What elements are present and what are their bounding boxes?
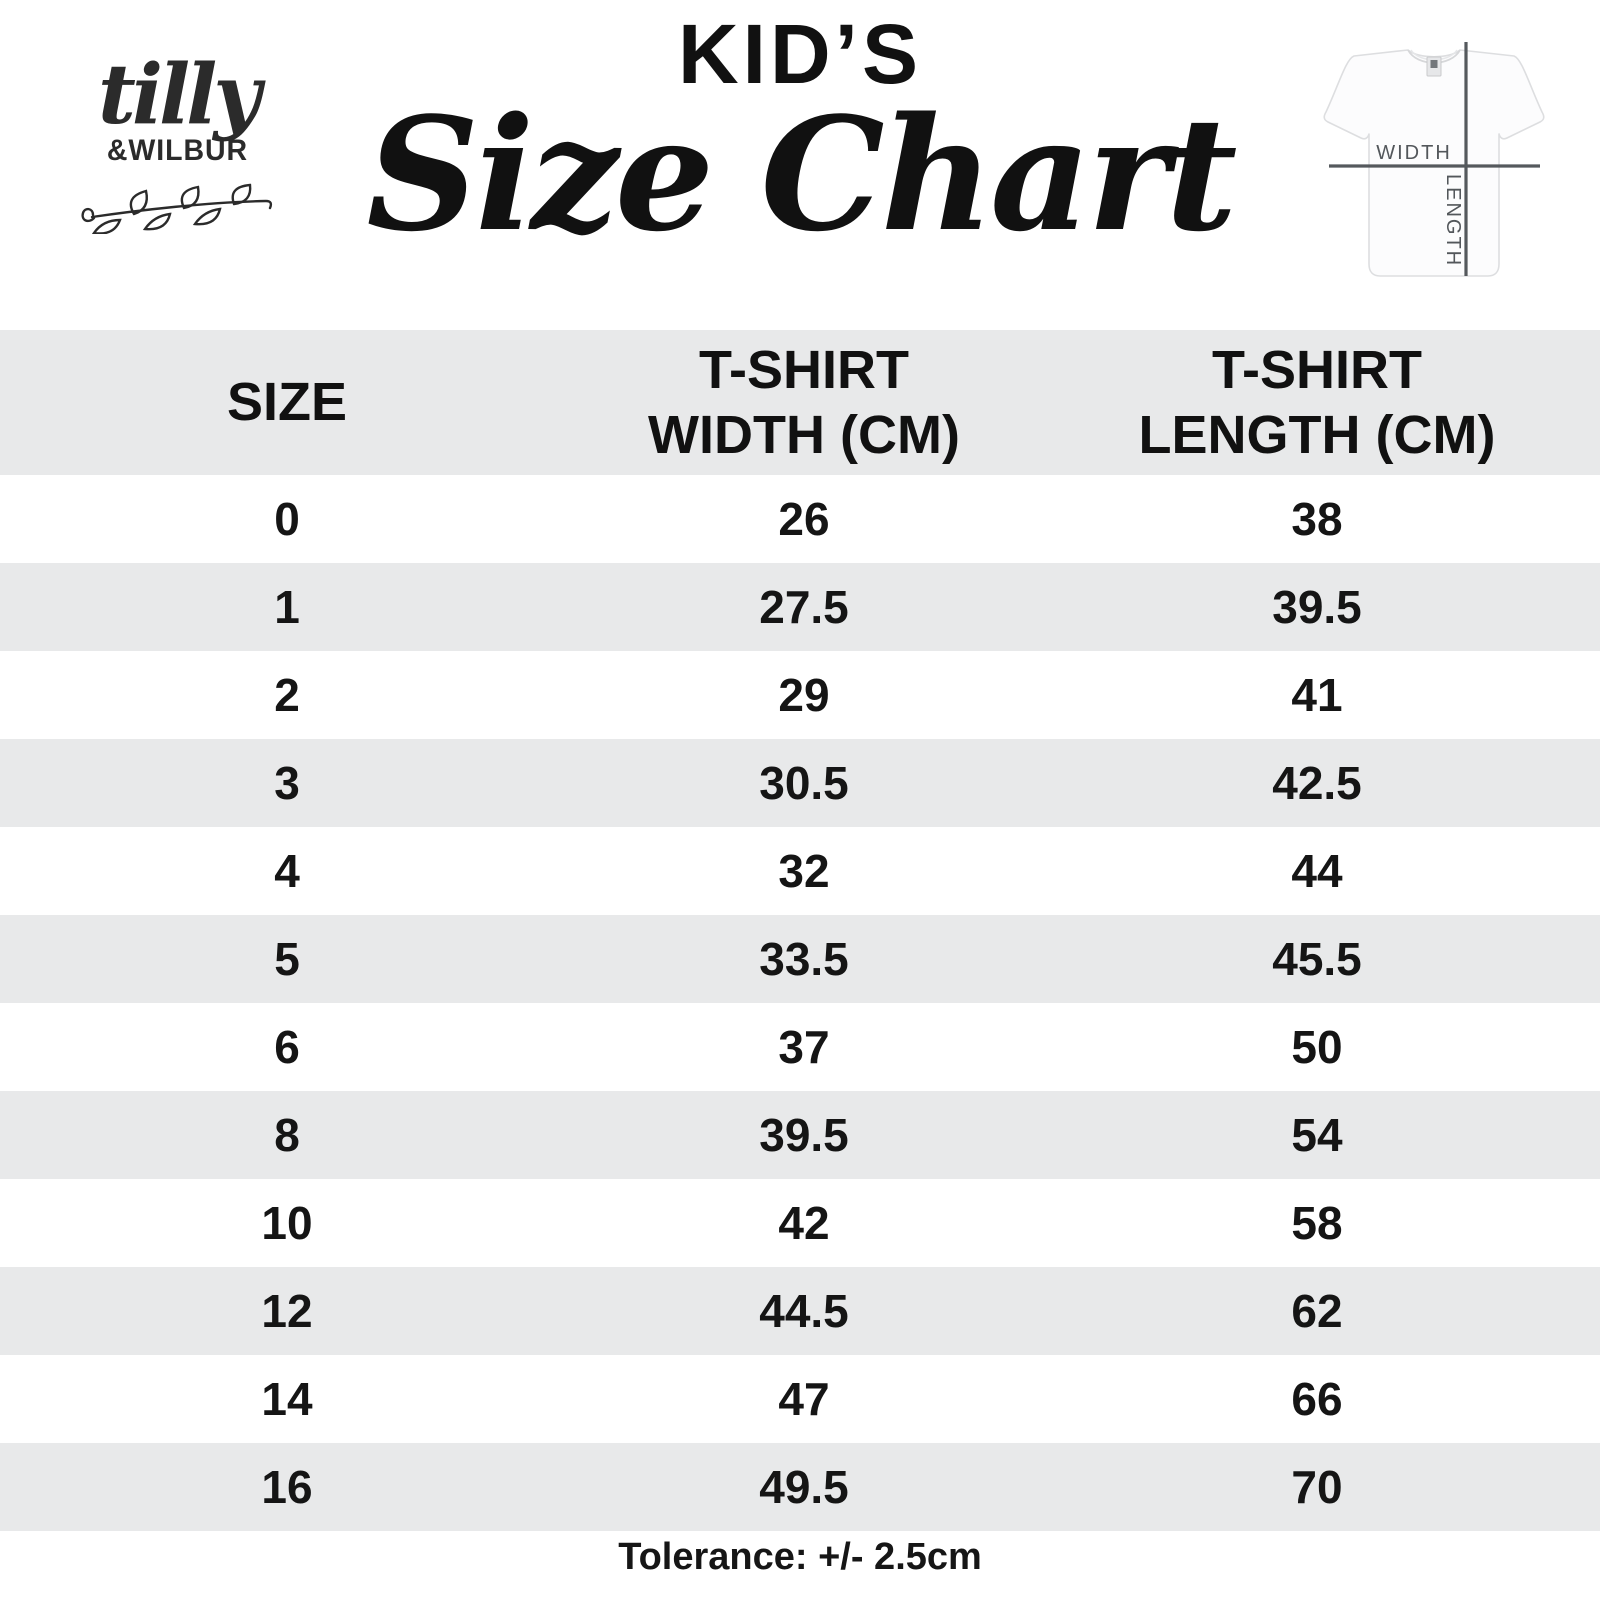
length-cell: 66 bbox=[1291, 1373, 1343, 1425]
size-cell: 10 bbox=[261, 1197, 313, 1249]
length-cell: 42.5 bbox=[1272, 757, 1362, 809]
column-header-size: SIZE bbox=[226, 372, 348, 433]
tshirt-measure-diagram: WIDTH LENGTH bbox=[1283, 26, 1583, 297]
category-title: KID’S bbox=[677, 7, 923, 101]
table-row: 16 49.5 70 bbox=[0, 1443, 1600, 1531]
table-row: 8 39.5 54 bbox=[0, 1091, 1600, 1179]
tolerance-note: Tolerance: +/- 2.5cm bbox=[618, 1536, 982, 1578]
size-cell: 0 bbox=[274, 493, 300, 545]
tshirt-icon: WIDTH LENGTH bbox=[1323, 42, 1545, 277]
column-header-width: T-SHIRT WIDTH (CM) bbox=[648, 339, 960, 465]
length-cell: 62 bbox=[1291, 1285, 1343, 1337]
length-cell: 70 bbox=[1291, 1461, 1343, 1513]
width-cell: 32 bbox=[778, 845, 830, 897]
table-row: 2 29 41 bbox=[0, 651, 1600, 739]
length-cell: 41 bbox=[1291, 669, 1343, 721]
page-title: Size Chart bbox=[366, 83, 1238, 266]
tshirt-body bbox=[1323, 49, 1545, 277]
table-row: 0 26 38 bbox=[0, 475, 1600, 563]
width-cell: 47 bbox=[778, 1373, 830, 1425]
width-cell: 29 bbox=[778, 669, 830, 721]
neck-tag-logo bbox=[1430, 60, 1438, 68]
width-cell: 26 bbox=[778, 493, 830, 545]
size-cell: 16 bbox=[261, 1461, 313, 1513]
width-cell: 27.5 bbox=[759, 581, 849, 633]
table-row: 5 33.5 45.5 bbox=[0, 915, 1600, 1003]
table-row: 12 44.5 62 bbox=[0, 1267, 1600, 1355]
width-cell: 30.5 bbox=[759, 757, 849, 809]
table-body: 0 26 38 1 27.5 39.5 2 29 41 3 30.5 42.5 … bbox=[0, 475, 1600, 1531]
table-row: 10 42 58 bbox=[0, 1179, 1600, 1267]
brand-name-script: tilly bbox=[98, 47, 261, 143]
size-cell: 2 bbox=[274, 669, 300, 721]
title-block: KID’S Size Chart bbox=[0, 6, 1600, 257]
width-measure-label: WIDTH bbox=[1376, 142, 1452, 164]
length-cell: 39.5 bbox=[1272, 581, 1362, 633]
size-cell: 6 bbox=[274, 1021, 300, 1073]
size-cell: 5 bbox=[274, 933, 300, 985]
length-cell: 38 bbox=[1291, 493, 1343, 545]
size-cell: 1 bbox=[274, 581, 300, 633]
size-cell: 12 bbox=[261, 1285, 313, 1337]
size-cell: 8 bbox=[274, 1109, 300, 1161]
table-row: 3 30.5 42.5 bbox=[0, 739, 1600, 827]
table-row: 1 27.5 39.5 bbox=[0, 563, 1600, 651]
width-cell: 37 bbox=[778, 1021, 830, 1073]
width-cell: 33.5 bbox=[759, 933, 849, 985]
table-row: 4 32 44 bbox=[0, 827, 1600, 915]
laurel-branch-icon bbox=[80, 183, 272, 235]
length-cell: 50 bbox=[1291, 1021, 1343, 1073]
table-row: 6 37 50 bbox=[0, 1003, 1600, 1091]
brand-logo: tilly &WILBUR bbox=[70, 47, 285, 235]
length-cell: 58 bbox=[1291, 1197, 1343, 1249]
width-cell: 42 bbox=[778, 1197, 830, 1249]
size-cell: 3 bbox=[274, 757, 300, 809]
length-cell: 54 bbox=[1291, 1109, 1343, 1161]
table-row: 14 47 66 bbox=[0, 1355, 1600, 1443]
size-cell: 14 bbox=[261, 1373, 313, 1425]
length-cell: 45.5 bbox=[1272, 933, 1362, 985]
length-cell: 44 bbox=[1291, 845, 1343, 897]
table-header-row: SIZE T-SHIRT WIDTH (CM) T-SHIRT LENGTH (… bbox=[0, 330, 1600, 475]
brand-name-sub: &WILBUR bbox=[106, 134, 249, 168]
width-cell: 39.5 bbox=[759, 1109, 849, 1161]
column-header-length: T-SHIRT LENGTH (CM) bbox=[1138, 339, 1496, 465]
width-cell: 49.5 bbox=[759, 1461, 849, 1513]
length-measure-label: LENGTH bbox=[1442, 174, 1464, 267]
size-table: SIZE T-SHIRT WIDTH (CM) T-SHIRT LENGTH (… bbox=[0, 330, 1600, 1531]
size-cell: 4 bbox=[274, 845, 300, 897]
width-cell: 44.5 bbox=[759, 1285, 849, 1337]
